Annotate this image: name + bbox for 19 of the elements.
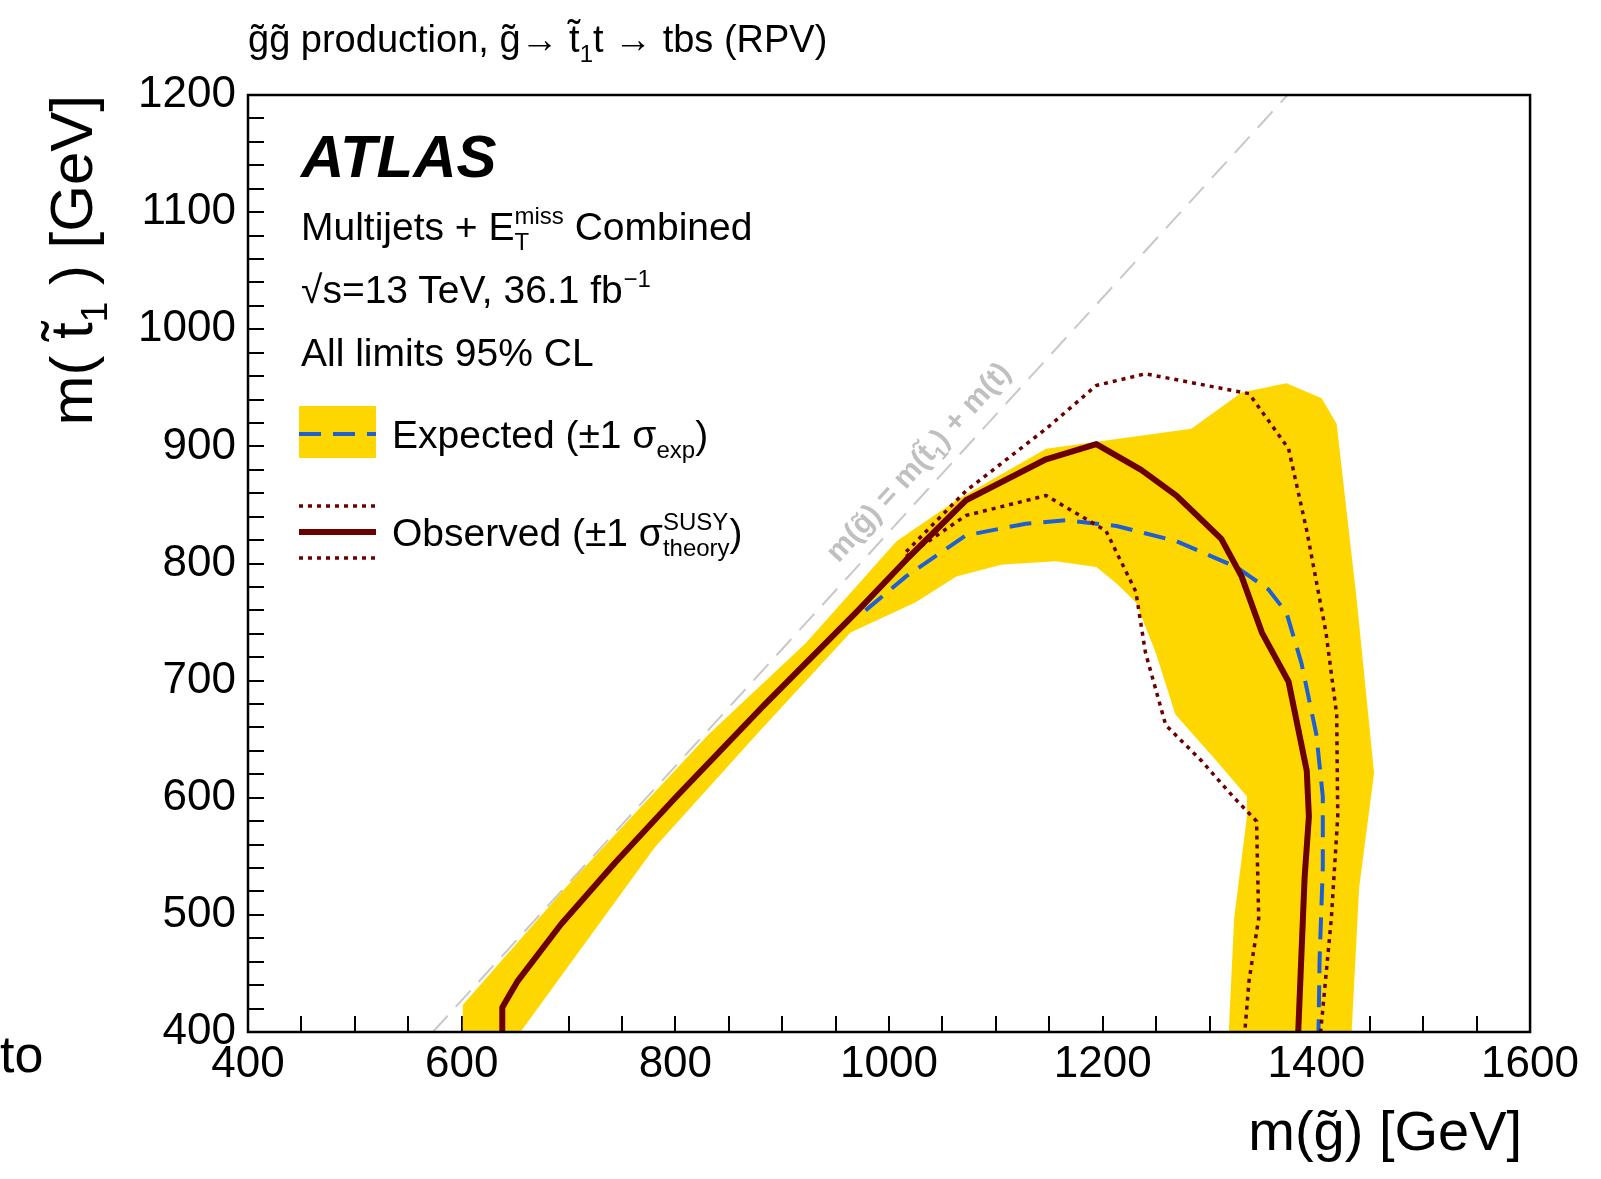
x-tick-label: 800 [638,1036,713,1086]
y-tick-label: 1000 [138,301,236,351]
x-tick-label: 600 [424,1036,499,1086]
y-tick-label: 900 [162,418,236,468]
x-tick-label: 1200 [1053,1036,1152,1086]
text: to [0,1025,44,1083]
y-tick-label: 600 [162,769,236,819]
annotation: ATLAS [299,123,497,190]
y-tick-label: 1200 [138,67,236,117]
annotation: All limits 95% CL [301,331,594,374]
x-tick-label: 1600 [1481,1036,1579,1086]
x-tick-label: 1400 [1267,1036,1366,1086]
y-tick-label: 800 [162,535,236,585]
y-tick-label: 700 [162,652,236,702]
x-tick-label: 1000 [840,1036,938,1086]
y-tick-label: 500 [162,887,236,937]
y-axis-title: m( t̃1 ) [GeV] [38,95,115,426]
y-tick-label: 1100 [141,184,236,234]
x-axis-title: m(g̃) [GeV] [1248,1099,1523,1162]
